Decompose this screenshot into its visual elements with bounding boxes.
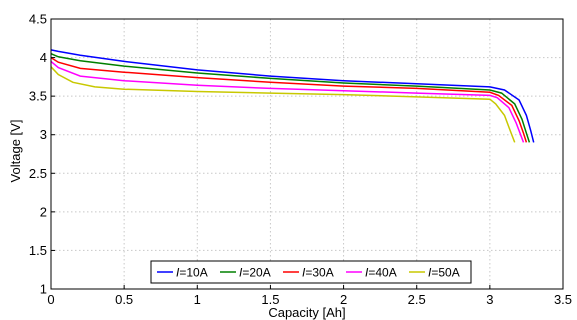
plot-frame [50, 18, 564, 290]
legend: I=10A I=20A I=30A I=40A I=50A [150, 260, 472, 284]
legend-entry: I=10A [176, 266, 208, 280]
y-tick-label: 2.5 [29, 166, 47, 181]
series-line-4 [50, 60, 525, 143]
y-tick-label: 3 [40, 127, 47, 142]
y-axis-ticks: 1 1.5 2 2.5 3 3.5 4 4.5 [29, 12, 55, 297]
series-line-3 [50, 56, 528, 143]
x-tick-label: 0 [47, 292, 54, 307]
series-line-1 [50, 49, 535, 143]
x-tick-label: 3.5 [554, 292, 572, 307]
grid [50, 18, 564, 290]
x-tick-label: 3 [486, 292, 493, 307]
x-tick-label: 2.5 [408, 292, 426, 307]
legend-entry: I=40A [365, 266, 397, 280]
series-line-2 [50, 53, 531, 143]
series-lines [50, 49, 535, 143]
x-axis-title: Capacity [Ah] [268, 305, 345, 320]
y-axis-title: Voltage [V] [8, 120, 23, 183]
x-tick-label: 1 [194, 292, 201, 307]
legend-entry: I=50A [428, 266, 460, 280]
x-tick-label: 0.5 [115, 292, 133, 307]
x-tick-label: 2 [340, 292, 347, 307]
legend-entry: I=30A [302, 266, 334, 280]
x-tick-label: 1.5 [261, 292, 279, 307]
y-tick-label: 1.5 [29, 243, 47, 258]
series-line-5 [50, 66, 516, 143]
y-tick-label: 3.5 [29, 89, 47, 104]
x-axis-ticks: 0 0.5 1 1.5 2 2.5 3 3.5 [47, 285, 572, 307]
y-tick-label: 2 [40, 204, 47, 219]
y-tick-label: 4.5 [29, 12, 47, 27]
y-tick-label: 4 [40, 50, 47, 65]
y-tick-label: 1 [40, 282, 47, 297]
legend-box [150, 260, 472, 284]
legend-entry: I=20A [239, 266, 271, 280]
